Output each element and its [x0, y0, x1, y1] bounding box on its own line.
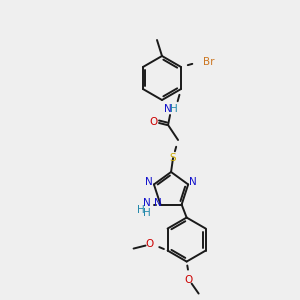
- Text: N: N: [154, 198, 161, 208]
- Text: O: O: [149, 117, 157, 127]
- Text: O: O: [184, 274, 193, 285]
- Text: O: O: [146, 238, 154, 249]
- Text: N: N: [145, 177, 153, 188]
- Text: N: N: [164, 104, 172, 114]
- Text: N: N: [189, 177, 197, 188]
- Text: S: S: [170, 153, 176, 163]
- Text: Br: Br: [203, 57, 214, 67]
- Text: N: N: [142, 198, 150, 208]
- Text: H: H: [142, 208, 150, 218]
- Text: H: H: [170, 104, 178, 114]
- Text: H: H: [136, 205, 144, 214]
